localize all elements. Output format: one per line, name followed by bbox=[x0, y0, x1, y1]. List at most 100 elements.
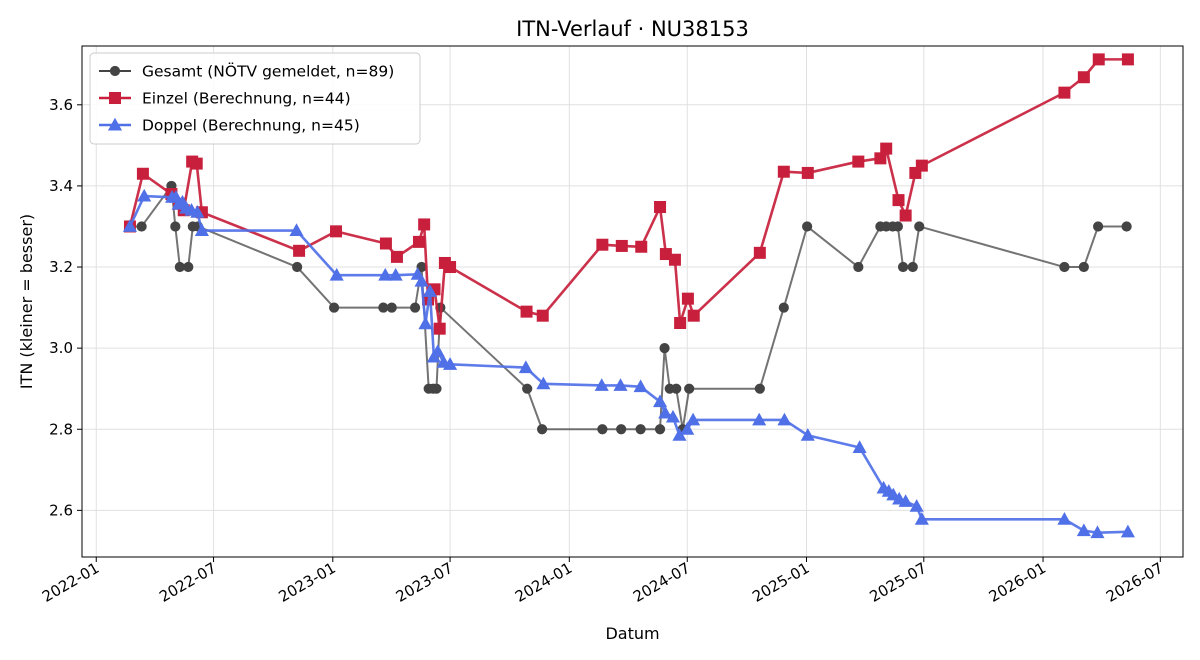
data-point bbox=[1077, 71, 1090, 84]
data-point bbox=[665, 409, 681, 423]
data-point bbox=[518, 360, 533, 374]
data-point bbox=[386, 302, 397, 313]
series-line bbox=[128, 58, 1128, 330]
data-point bbox=[898, 494, 913, 507]
data-point bbox=[778, 302, 789, 313]
series-layer bbox=[122, 53, 1135, 539]
y-tick-label: 3.6 bbox=[49, 96, 73, 114]
data-point bbox=[1121, 53, 1134, 66]
data-point bbox=[537, 424, 548, 435]
data-point bbox=[1120, 524, 1135, 538]
data-point bbox=[388, 267, 403, 281]
legend-swatch-marker bbox=[107, 117, 123, 131]
data-point bbox=[899, 209, 912, 222]
data-point bbox=[800, 428, 815, 441]
data-point bbox=[194, 223, 209, 236]
legend-swatch-marker bbox=[109, 65, 121, 77]
data-point bbox=[596, 238, 609, 251]
plot-frame bbox=[81, 45, 1184, 558]
data-point bbox=[633, 379, 648, 393]
data-point bbox=[190, 205, 205, 218]
y-axis-title: ITN (kleiner = besser) bbox=[17, 214, 36, 389]
data-point bbox=[379, 237, 392, 250]
data-point bbox=[1092, 53, 1105, 66]
y-tick-label: 3.2 bbox=[49, 258, 73, 276]
data-point bbox=[892, 194, 905, 207]
chart-title: ITN-Verlauf · NU38153 bbox=[516, 17, 749, 41]
legend-label: Gesamt (NÖTV gemeldet, n=89) bbox=[142, 62, 394, 81]
data-point bbox=[909, 499, 924, 512]
data-point bbox=[329, 267, 344, 281]
data-point bbox=[412, 235, 425, 248]
x-axis-title: Datum bbox=[605, 624, 659, 643]
data-point bbox=[654, 424, 666, 435]
data-point bbox=[915, 159, 928, 172]
data-point bbox=[802, 221, 813, 232]
data-point bbox=[658, 405, 673, 419]
data-point bbox=[293, 244, 306, 257]
data-point bbox=[687, 309, 700, 322]
data-point bbox=[536, 376, 551, 390]
data-point bbox=[136, 167, 149, 180]
data-point bbox=[137, 188, 152, 202]
data-point bbox=[880, 142, 893, 155]
data-point bbox=[754, 383, 765, 394]
data-point bbox=[892, 221, 903, 232]
data-point bbox=[635, 240, 648, 253]
data-point bbox=[443, 357, 458, 370]
data-point bbox=[1058, 86, 1071, 99]
data-point bbox=[853, 261, 864, 273]
data-point bbox=[681, 292, 694, 305]
data-point bbox=[1057, 512, 1072, 525]
data-point bbox=[409, 302, 421, 313]
data-point bbox=[671, 383, 682, 394]
data-point bbox=[674, 316, 687, 329]
data-point bbox=[635, 424, 646, 435]
data-point bbox=[328, 302, 340, 313]
data-point bbox=[752, 412, 767, 426]
data-point bbox=[777, 165, 790, 178]
data-point bbox=[431, 383, 442, 394]
data-point bbox=[680, 422, 695, 435]
data-point bbox=[1090, 525, 1105, 539]
data-point bbox=[1078, 261, 1089, 273]
data-point bbox=[330, 225, 343, 238]
data-point bbox=[616, 424, 627, 435]
data-point bbox=[613, 378, 628, 391]
data-point bbox=[444, 261, 457, 274]
data-point bbox=[289, 223, 304, 236]
y-tick-label: 2.8 bbox=[49, 420, 73, 438]
data-point bbox=[122, 219, 138, 232]
y-tick-label: 2.6 bbox=[49, 501, 73, 519]
data-point bbox=[378, 302, 389, 313]
data-point bbox=[414, 273, 429, 287]
data-point bbox=[430, 344, 445, 357]
data-point bbox=[852, 155, 865, 168]
y-tick-label: 3.0 bbox=[49, 339, 73, 357]
data-point bbox=[422, 284, 438, 297]
data-point bbox=[418, 218, 431, 231]
data-point bbox=[170, 221, 181, 232]
data-point bbox=[597, 424, 608, 435]
legend: Gesamt (NÖTV gemeldet, n=89) Einzel (Bere… bbox=[89, 52, 421, 145]
data-point bbox=[897, 261, 909, 273]
data-point bbox=[520, 305, 533, 318]
data-point bbox=[183, 261, 194, 273]
data-point bbox=[852, 440, 867, 453]
data-point bbox=[1093, 221, 1104, 232]
data-point bbox=[594, 378, 609, 391]
data-point bbox=[907, 261, 918, 273]
data-point bbox=[914, 512, 929, 525]
data-point bbox=[684, 383, 695, 394]
data-point bbox=[659, 343, 670, 354]
data-point bbox=[190, 157, 203, 170]
data-point bbox=[1121, 221, 1132, 232]
legend-swatch-marker bbox=[109, 92, 121, 104]
data-point bbox=[615, 239, 628, 252]
data-point bbox=[390, 250, 403, 263]
data-point bbox=[909, 166, 922, 179]
data-point bbox=[136, 221, 147, 232]
data-point bbox=[686, 412, 701, 426]
series-triangle bbox=[122, 188, 1135, 539]
